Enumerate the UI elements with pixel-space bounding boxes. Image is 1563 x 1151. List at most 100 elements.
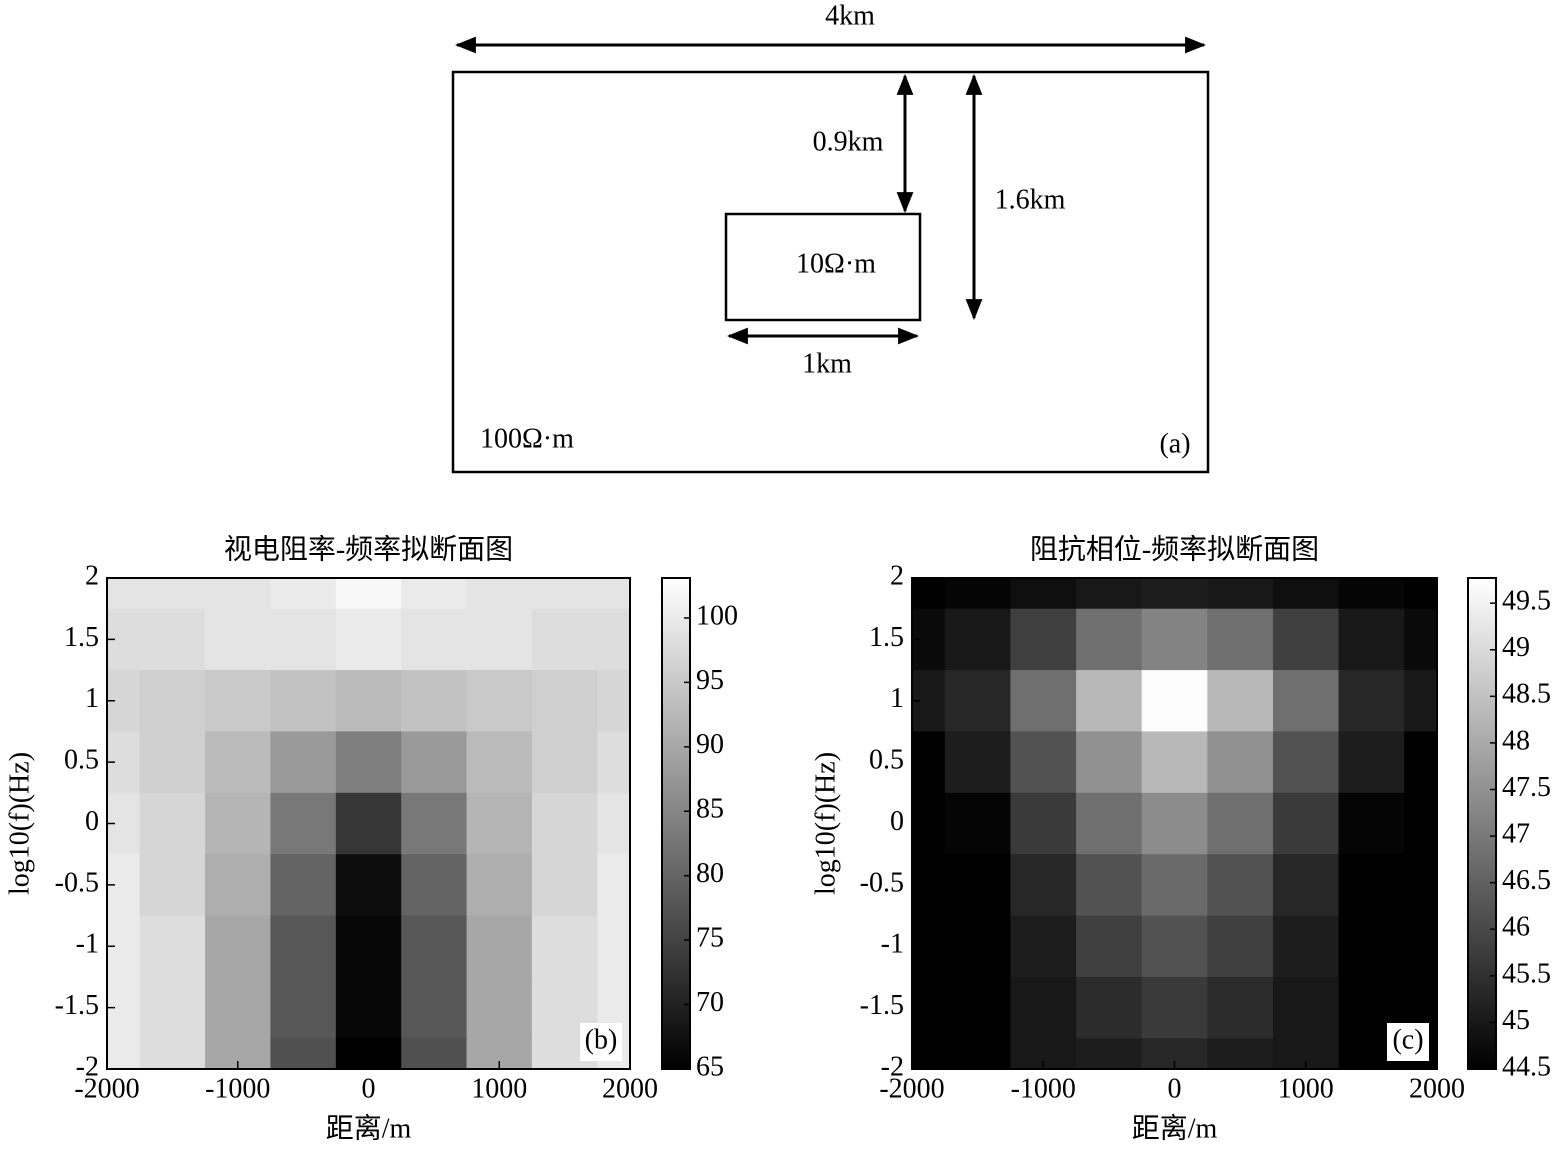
field-cell [1272, 854, 1340, 917]
field-cell [270, 976, 337, 1039]
field-cell [466, 976, 533, 1039]
field-cell [139, 792, 206, 855]
field-cell [1404, 792, 1438, 855]
colorbar-tick-label: 45.5 [1502, 958, 1551, 989]
colorbar-tick-label: 100 [696, 600, 738, 631]
field-cell [335, 792, 402, 855]
plot-area [107, 578, 631, 1070]
field-cell [1338, 915, 1405, 978]
field-cell [1141, 792, 1208, 855]
x-tick-label: 1000 [1278, 1073, 1334, 1104]
field-cell [1010, 608, 1077, 671]
field-cell [401, 792, 468, 855]
colorbar-tick-label: 95 [696, 665, 724, 696]
field-cell [401, 976, 468, 1039]
field-cell [466, 854, 533, 917]
colorbar [661, 577, 691, 1070]
field-cell [1338, 608, 1405, 671]
y-tick-label: -1.5 [55, 990, 99, 1021]
field-cell [1404, 670, 1438, 733]
field-cell [597, 915, 631, 978]
field-cell [597, 731, 631, 794]
y-tick-label: 1 [890, 683, 904, 714]
field-cell [1010, 854, 1077, 917]
field-cell [1207, 670, 1274, 733]
y-tick-label: 2 [890, 560, 904, 591]
colorbar-tick-label: 70 [696, 987, 724, 1018]
field-cell [597, 854, 631, 917]
field-cell [270, 731, 337, 794]
field-cell [205, 854, 272, 917]
field-cell [1076, 854, 1143, 917]
field-cell [531, 854, 598, 917]
x-axis-label: 距离/m [1132, 1112, 1218, 1144]
panel-label-box [1387, 1023, 1429, 1061]
colorbar-tick-label: 46.5 [1502, 865, 1551, 896]
field-cell [1404, 578, 1438, 610]
field-cell [1141, 608, 1208, 671]
field-cell [1141, 854, 1208, 917]
panel-label-box [580, 1023, 622, 1061]
field-cell [1404, 731, 1438, 794]
field-cell [270, 1038, 337, 1070]
field-cell [1272, 792, 1340, 855]
host-frame [451, 70, 1210, 474]
y-tick-label: 1.5 [869, 622, 904, 653]
x-tick-label: -2000 [879, 1073, 944, 1104]
field-cell [531, 731, 598, 794]
y-tick-label: -2 [76, 1051, 99, 1082]
colorbar [1467, 577, 1497, 1070]
field-cell [1207, 976, 1274, 1039]
field-cell [335, 854, 402, 917]
field-cell [1076, 915, 1143, 978]
field-cell [139, 1038, 206, 1070]
field-cell [139, 915, 206, 978]
field-cell [944, 854, 1012, 917]
field-cell [1404, 608, 1438, 671]
field-cell [1141, 731, 1208, 794]
y-tick-label: 2 [85, 560, 99, 591]
x-tick-label: -1000 [1011, 1073, 1076, 1104]
body-label: 10Ω·m [796, 248, 876, 279]
field-cell [1076, 608, 1143, 671]
field-cell [1010, 670, 1077, 733]
field-cell [270, 578, 337, 610]
x-tick-label: 2000 [602, 1073, 658, 1104]
chart-title: 阻抗相位-频率拟断面图 [1030, 533, 1319, 565]
field-cell [205, 915, 272, 978]
y-tick-label: -1.5 [860, 990, 904, 1021]
field-cell [270, 670, 337, 733]
x-tick-label: -2000 [74, 1073, 139, 1104]
field-cell [139, 670, 206, 733]
field-cell [139, 731, 206, 794]
y-tick-label: 0.5 [869, 745, 904, 776]
field-cell [270, 915, 337, 978]
field-cell [335, 578, 402, 610]
field-cell [466, 731, 533, 794]
field-cell [466, 578, 533, 610]
field-cell [1076, 578, 1143, 610]
y-tick-label: -1 [881, 929, 904, 960]
field-cell [205, 578, 272, 610]
x-axis-label: 距离/m [326, 1112, 412, 1144]
field-cell [1141, 670, 1208, 733]
field-cell [597, 578, 631, 610]
field-cell [1207, 608, 1274, 671]
colorbar-tick-label: 49.5 [1502, 586, 1551, 617]
field-cell [401, 578, 468, 610]
field-cell [466, 670, 533, 733]
field-cell [401, 731, 468, 794]
y-tick-label: 1.5 [64, 622, 99, 653]
field-cell [1338, 578, 1405, 610]
field-cell [1141, 976, 1208, 1039]
field-cell [335, 976, 402, 1039]
field-cell [531, 578, 598, 610]
field-cell [1010, 976, 1077, 1039]
field-cell [270, 854, 337, 917]
field-cell [107, 1038, 141, 1070]
x-tick-label: 2000 [1409, 1073, 1465, 1104]
field-cell [912, 578, 946, 610]
panel-label: (c) [1392, 1024, 1423, 1055]
field-cell [1338, 792, 1405, 855]
